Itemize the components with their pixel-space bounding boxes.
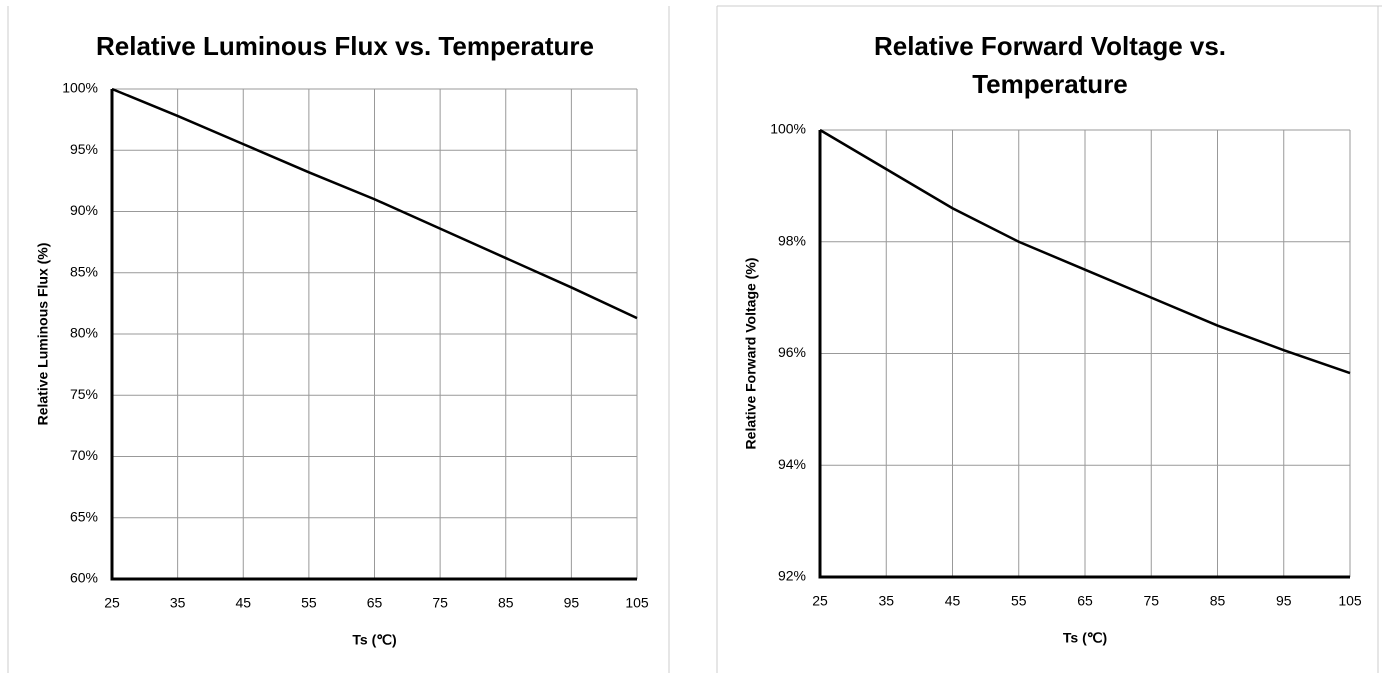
x-tick-label: 75 [432, 595, 448, 611]
x-tick-label: 55 [1011, 593, 1027, 609]
y-tick-label: 65% [70, 508, 98, 524]
y-tick-label: 96% [778, 344, 806, 360]
x-axis-label: Ts (℃) [352, 632, 396, 648]
y-axis-label: Relative Luminous Flux (%) [35, 243, 51, 426]
data-line [819, 128, 1351, 375]
x-tick-label: 85 [498, 595, 514, 611]
y-tick-label: 70% [70, 447, 98, 463]
y-tick-label: 75% [70, 386, 98, 402]
data-line [111, 87, 638, 320]
x-tick-label: 85 [1210, 593, 1226, 609]
x-tick-label: 65 [1077, 593, 1093, 609]
x-tick-label: 25 [812, 593, 828, 609]
x-tick-label: 105 [625, 595, 649, 611]
y-tick-label: 100% [770, 121, 806, 137]
y-tick-label: 90% [70, 202, 98, 218]
x-axis-label: Ts (℃) [1063, 630, 1107, 646]
x-tick-label: 45 [235, 595, 251, 611]
y-tick-label: 92% [778, 568, 806, 584]
x-tick-label: 25 [104, 595, 120, 611]
x-tick-label: 35 [170, 595, 186, 611]
y-tick-label: 98% [778, 232, 806, 248]
x-tick-label: 35 [878, 593, 894, 609]
x-tick-label: 105 [1338, 593, 1362, 609]
x-tick-label: 55 [301, 595, 317, 611]
y-tick-label: 95% [70, 141, 98, 157]
y-axis-label: Relative Forward Voltage (%) [743, 258, 759, 450]
y-tick-label: 100% [62, 80, 98, 96]
chart-title: Relative Luminous Flux vs. Temperature [96, 31, 594, 61]
y-tick-label: 94% [778, 456, 806, 472]
chart-title: Relative Forward Voltage vs. Temperature [873, 31, 1227, 99]
y-tick-label: 85% [70, 263, 98, 279]
y-tick-label: 80% [70, 325, 98, 341]
x-tick-label: 75 [1143, 593, 1159, 609]
x-tick-label: 95 [1276, 593, 1292, 609]
x-tick-label: 95 [564, 595, 580, 611]
y-tick-label: 60% [70, 570, 98, 586]
x-tick-label: 45 [945, 593, 961, 609]
x-tick-label: 65 [367, 595, 383, 611]
